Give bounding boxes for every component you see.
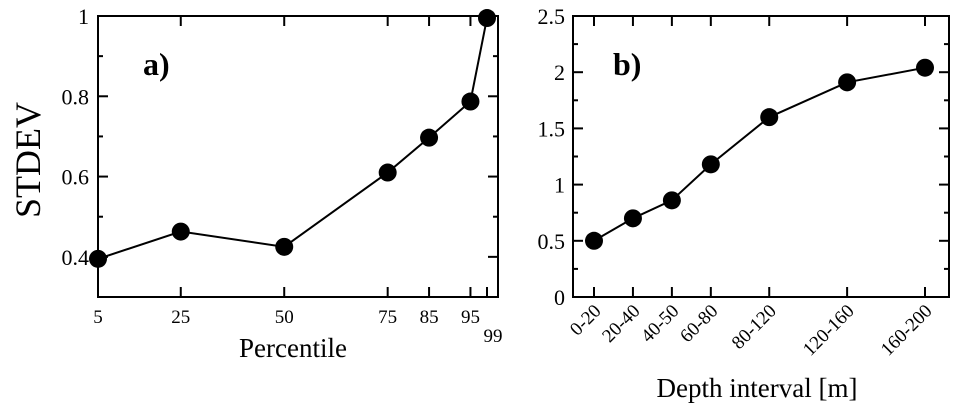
panel-a-xtick-label: 5 (93, 307, 103, 328)
panel-a-ylabel: STDEV (8, 102, 48, 218)
panel-b-xlabel: Depth interval [m] (657, 373, 858, 403)
panel-a-point (275, 237, 294, 256)
panel-a-series (89, 9, 496, 268)
panel-b-ytick-label: 1.5 (538, 116, 566, 141)
panel-b-point (585, 231, 603, 250)
panel-a: a) STDEV Percentile 0.4 0.6 0.8 1 5 25 50 75 85 9… (8, 4, 503, 363)
panel-b-xtick-label: 60-80 (676, 301, 722, 347)
panel-b-ytick-label: 0 (554, 285, 565, 310)
panel-b-point (662, 191, 681, 210)
panel-b-point (760, 108, 779, 127)
panel-b-xtick-label: 40-50 (637, 301, 683, 347)
panel-a-xtick-label: 75 (378, 307, 397, 328)
panel-a-frame (97, 15, 499, 298)
panel-b-xtick-label: 120-160 (799, 301, 859, 361)
panel-a-point (171, 222, 190, 241)
panel-a-point (378, 163, 397, 182)
panel-b: b) Depth interval [m] 00.511.522.50-2020… (538, 4, 950, 403)
panel-b-ytick-label: 2.5 (538, 4, 566, 29)
panel-a-ytick-label: 0.8 (62, 84, 90, 109)
panel-b-ytick-label: 1 (554, 173, 565, 198)
panel-b-point (838, 73, 857, 92)
panel-b-series (585, 58, 934, 250)
panel-a-xlabel: Percentile (239, 333, 347, 363)
panel-a-ytick-label: 1 (78, 4, 89, 29)
panel-b-ytick-label: 2 (554, 60, 565, 85)
panel-b-xtick-label: 80-120 (728, 301, 781, 354)
panel-b-point (916, 58, 934, 77)
panel-b-label: b) (613, 46, 641, 82)
panel-b-xtick-label: 20-40 (598, 301, 644, 347)
panel-b-point (701, 155, 720, 174)
panel-a-ytick-label: 0.6 (62, 165, 90, 190)
panel-a-point (89, 249, 107, 268)
panel-a-point (461, 92, 480, 111)
panel-a-point (478, 9, 496, 28)
panel-a-xtick-label: 85 (420, 307, 439, 328)
panel-a-xtick-label: 25 (171, 307, 190, 328)
panel-a-ytick-label: 0.4 (62, 245, 90, 270)
panel-a-xtick-label: 50 (275, 307, 294, 328)
panel-a-point (420, 128, 439, 147)
panel-a-xtick-label: 99 (484, 326, 503, 347)
panel-a-xtick-label: 95 (461, 307, 480, 328)
panel-b-ytick-label: 0.5 (538, 229, 566, 254)
panel-b-line (593, 66, 926, 242)
panel-b-point (623, 209, 642, 228)
panel-b-xtick-label: 160-200 (877, 301, 937, 361)
panel-a-label: a) (143, 46, 170, 82)
